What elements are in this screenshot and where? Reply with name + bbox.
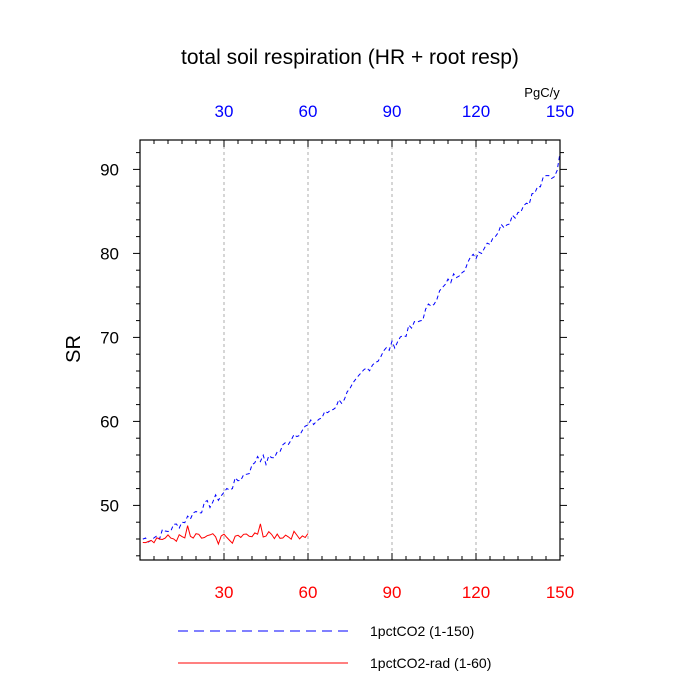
x-tick-label-bottom: 90: [383, 583, 402, 602]
grid: [223, 140, 477, 560]
x-tick-label-bottom: 60: [299, 583, 318, 602]
legend: 1pctCO2 (1-150) 1pctCO2-rad (1-60): [178, 623, 491, 671]
legend-label-2: 1pctCO2-rad (1-60): [370, 655, 491, 671]
legend-label-1: 1pctCO2 (1-150): [370, 623, 474, 639]
x-tick-label-top: 60: [299, 102, 318, 121]
series-line-1: [142, 152, 561, 543]
x-tick-label-bottom: 120: [462, 583, 490, 602]
x-tick-label-top: 120: [462, 102, 490, 121]
y-tick-label: 90: [100, 160, 119, 179]
x-tick-label-bottom: 30: [215, 583, 234, 602]
y-axis-label: SR: [63, 335, 85, 363]
y-tick-label: 60: [100, 412, 119, 431]
ticks: 30 30 60 60 90 90 120 120 150 150 50 60 70 80 90: [100, 102, 574, 602]
x-tick-label-top: 30: [215, 102, 234, 121]
x-tick-label-top: 90: [383, 102, 402, 121]
y-tick-label: 70: [100, 328, 119, 347]
top-axis-unit: PgC/y: [524, 85, 560, 100]
chart-title: total soil respiration (HR + root resp): [181, 46, 519, 69]
x-tick-label-bottom: 150: [546, 583, 574, 602]
y-tick-label: 50: [100, 496, 119, 515]
plot-frame: [139, 139, 561, 561]
plot-lines: [142, 152, 561, 546]
series-line-2: [142, 523, 309, 546]
x-tick-label-top: 150: [546, 102, 574, 121]
y-tick-label: 80: [100, 244, 119, 263]
